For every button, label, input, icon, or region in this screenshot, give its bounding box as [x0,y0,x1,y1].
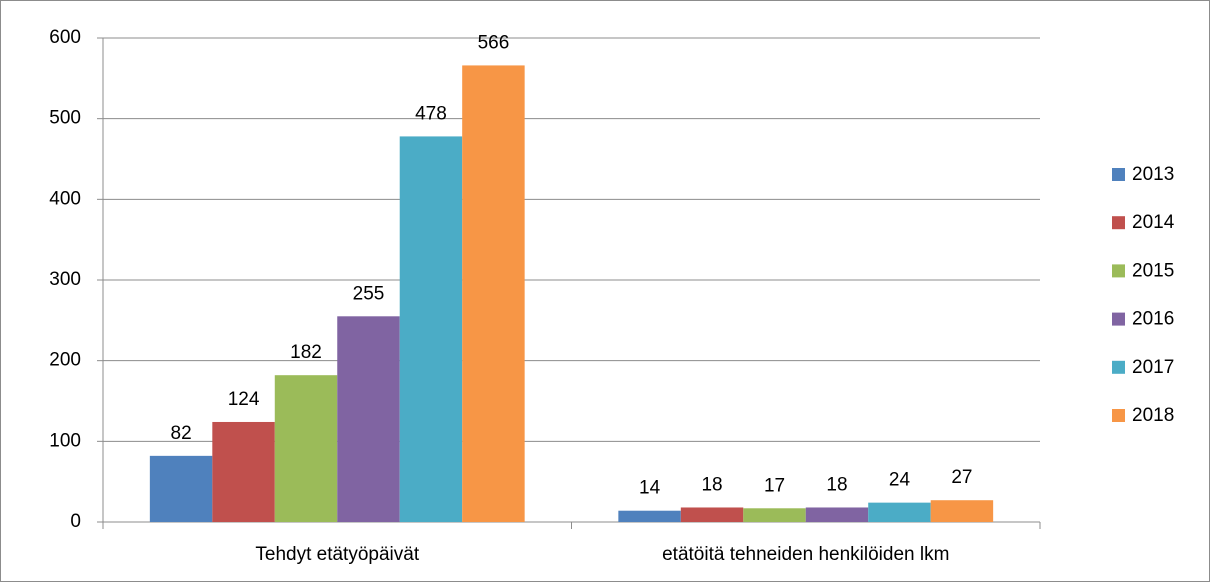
data-label: 18 [826,474,847,495]
y-tick-label: 200 [49,350,81,371]
bar [868,502,931,522]
y-tick-label: 100 [49,430,81,451]
y-tick-label: 0 [70,511,81,532]
bar [337,316,400,522]
legend-swatch [1112,168,1125,181]
legend-label: 2018 [1132,405,1174,426]
data-label: 124 [228,389,260,410]
legend-swatch [1112,312,1125,326]
bar [743,508,806,522]
bar [930,500,994,522]
y-tick-label: 600 [49,27,81,48]
legend-swatch [1112,264,1125,278]
bar [618,510,681,522]
data-label: 24 [889,470,911,491]
legend-label: 2014 [1132,212,1175,233]
y-tick-label: 300 [49,269,81,290]
legend-label: 2015 [1132,260,1174,281]
y-tick-label: 500 [49,108,81,129]
data-label: 255 [353,283,385,304]
legend-label: 2016 [1132,309,1174,330]
x-tick-label: Tehdyt etätyöpäivät [255,544,419,565]
legend-label: 2017 [1132,357,1174,378]
x-tick-label: etätöitä tehneiden henkilöiden lkm [662,544,949,565]
data-label: 17 [764,475,785,496]
data-label: 18 [701,474,722,495]
bar [399,136,463,522]
legend-label: 2013 [1132,164,1174,185]
data-label: 14 [639,478,661,499]
data-label: 566 [478,32,510,53]
bar [274,375,338,522]
bar [149,455,213,522]
bar [462,65,525,522]
data-label: 478 [415,103,447,124]
bar [212,421,275,522]
legend-swatch [1112,360,1125,374]
bar [680,507,744,522]
bar [805,507,869,522]
y-tick-label: 400 [49,188,81,209]
legend-swatch [1112,409,1125,422]
data-label: 82 [171,423,192,444]
legend-swatch [1112,216,1125,230]
data-label: 27 [951,467,972,488]
data-label: 182 [290,342,322,363]
